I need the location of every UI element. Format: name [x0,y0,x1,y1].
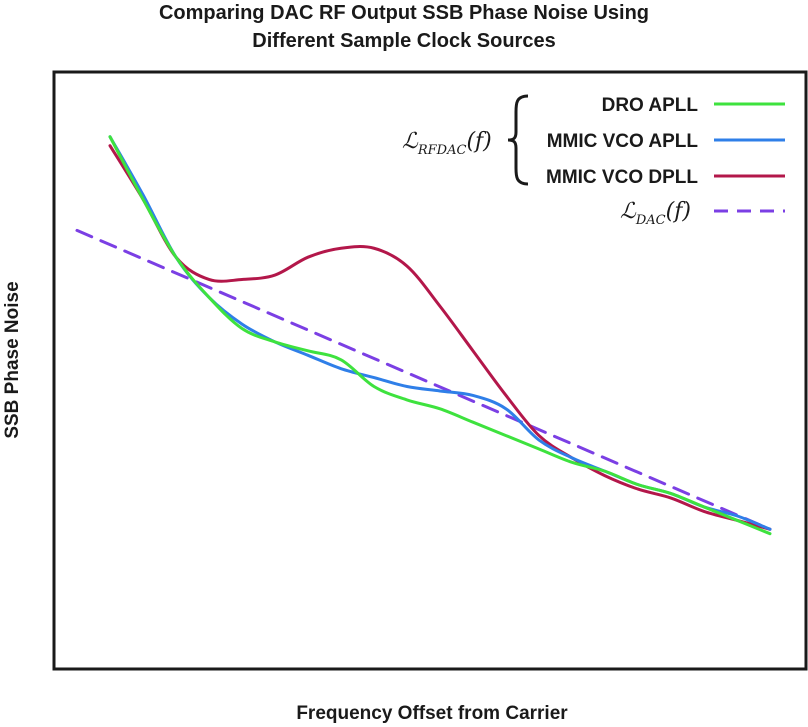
legend-label-dac: ℒDAC(f) [620,199,691,228]
series-line-dro-apll [108,135,772,536]
legend: DRO APLL MMIC VCO APLL MMIC VCO DPLL ℒRFDAC… [402,94,785,228]
series-line-mmic-vco-dpll [108,144,772,531]
legend-brace [507,94,529,186]
series-layer [75,135,772,536]
series-line-dac [75,228,772,531]
legend-group-label-rfdac: ℒRFDAC(f) [402,129,492,158]
legend-label-mmic-vco-dpll: MMIC VCO DPLL [546,167,698,188]
x-axis-label: Frequency Offset from Carrier [296,703,568,724]
legend-label-dro-apll: DRO APLL [602,95,699,116]
chart-title-line-2: Different Sample Clock Sources [252,30,556,52]
plot-frame [52,70,808,671]
legend-label-mmic-vco-apll: MMIC VCO APLL [547,131,699,152]
chart-title-line-1: Comparing DAC RF Output SSB Phase Noise … [158,2,650,24]
y-axis-label: SSB Phase Noise [2,281,23,439]
series-line-mmic-vco-apll [108,135,772,531]
